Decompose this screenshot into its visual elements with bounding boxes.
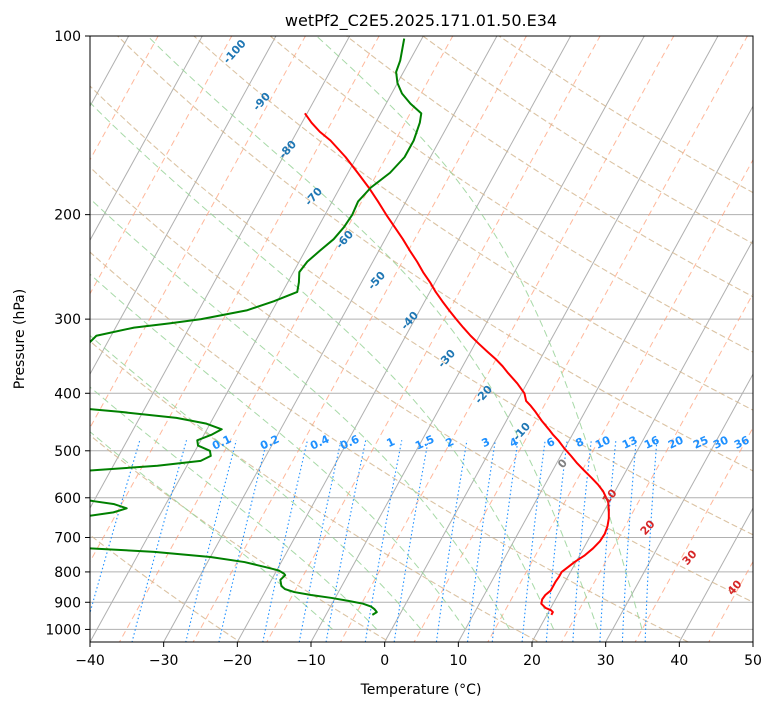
isotherm-dashed-line (560, 292, 753, 642)
mixing-ratio-line (599, 440, 617, 642)
y-tick-label: 600 (54, 491, 81, 507)
y-tick-label: 100 (54, 29, 81, 45)
isotherm-line (0, 9, 70, 654)
moist-adiabat (90, 197, 510, 630)
x-tick-label: 20 (523, 653, 541, 669)
isotherm-dashed-line (266, 36, 601, 642)
moist-adiabat (90, 386, 378, 630)
plot-frame (89, 35, 754, 643)
mixing-ratio-line (466, 440, 496, 642)
isotherm-dashed-line (90, 36, 159, 161)
dry-adiabat (117, 36, 753, 472)
dry-adiabat (193, 36, 753, 411)
isotherm-line (531, 239, 753, 642)
mixing-ratio-line (131, 440, 188, 642)
y-tick-label: 300 (54, 312, 81, 328)
mixing-ratio-line (572, 440, 592, 642)
y-tick-label: 500 (54, 444, 81, 460)
mixing-ratio-label: 30 (711, 433, 731, 451)
mixing-ratio-line (491, 440, 519, 642)
moist-adiabat (147, 36, 599, 630)
x-tick-label: 0 (380, 653, 389, 669)
y-tick-label: 400 (54, 386, 81, 402)
x-tick-label: −40 (75, 653, 105, 669)
chart-title: wetPf2_C2E5.2025.171.01.50.E34 (285, 11, 557, 31)
dry-adiabat (90, 340, 540, 642)
isotherm-line (310, 36, 645, 642)
dry-adiabat (90, 166, 753, 603)
x-tick-label: −20 (223, 653, 253, 669)
dry-adiabat (269, 36, 753, 353)
dry-adiabat (90, 85, 753, 536)
moist-adiabat (90, 334, 422, 630)
profile-series (90, 38, 610, 616)
isotherm-dashed-line (90, 36, 380, 563)
y-tick-label: 800 (54, 565, 81, 581)
isotherm-line (236, 36, 572, 642)
x-tick-label: 50 (744, 653, 762, 669)
x-tick-label: 40 (670, 653, 688, 669)
isotherm-dashed-line (192, 36, 528, 642)
moist-adiabat (90, 101, 555, 630)
mixing-ratio-line (521, 440, 546, 642)
dewpoint-line (90, 38, 423, 616)
isotherm-line (678, 507, 753, 642)
mixing-ratio-line (545, 440, 568, 642)
dry-adiabat (90, 251, 690, 642)
mixing-ratio-line (90, 440, 141, 615)
y-tick-label: 900 (54, 595, 81, 611)
mixing-ratio-label: 10 (593, 433, 613, 451)
isotherm-line (90, 36, 424, 642)
isotherm-line (90, 36, 351, 510)
y-tick-label: 700 (54, 531, 81, 547)
dry-adiabat (90, 434, 391, 642)
isotherm-dashed-line (413, 36, 749, 642)
moist-adiabat (90, 431, 333, 630)
background-lines (0, 9, 753, 654)
x-axis-label: Temperature (°C) (360, 682, 482, 698)
isotherm-dashed-line (118, 36, 454, 642)
isotherm-line (90, 36, 203, 242)
mixing-ratio-line (621, 440, 637, 642)
x-tick-label: −10 (296, 653, 326, 669)
mixing-ratio-line (435, 440, 468, 642)
x-tick-label: 10 (449, 653, 467, 669)
plot-background (90, 36, 753, 642)
mixing-ratio-line (644, 440, 658, 642)
axes: −40 −30 −20 −10 0 10 20 30 40 50 100 200 300 400 500 60… (45, 29, 762, 669)
isotherm-dashed-line (487, 158, 753, 642)
x-tick-label: 30 (597, 653, 615, 669)
mixing-ratio-label: 13 (620, 433, 639, 451)
isotherm-line (605, 373, 753, 642)
mixing-ratio-label: 36 (732, 433, 752, 451)
isotherm-dashed-line (339, 36, 675, 642)
isotherm-line (457, 105, 753, 642)
isotherm-dashed-line (90, 36, 233, 295)
temperature-line (304, 112, 610, 616)
mixing-ratio-line (185, 440, 237, 642)
isotherm-dashed-line (634, 426, 753, 642)
isotherm-line (163, 36, 498, 642)
mixing-ratio-label: 25 (691, 433, 710, 451)
moist-adiabat (316, 36, 643, 630)
dry-adiabat (346, 36, 753, 298)
x-tick-label: −30 (149, 653, 179, 669)
y-tick-label: 200 (54, 208, 81, 224)
y-axis-label: Pressure (hPa) (12, 289, 28, 389)
mixing-ratio-label: 16 (642, 433, 662, 451)
mixing-ratio-label: 20 (666, 433, 686, 451)
y-tick-label: 1000 (45, 622, 81, 638)
isotherm-line (384, 36, 719, 642)
dry-adiabat (90, 534, 241, 642)
isotherm-dashed-line (90, 36, 307, 429)
